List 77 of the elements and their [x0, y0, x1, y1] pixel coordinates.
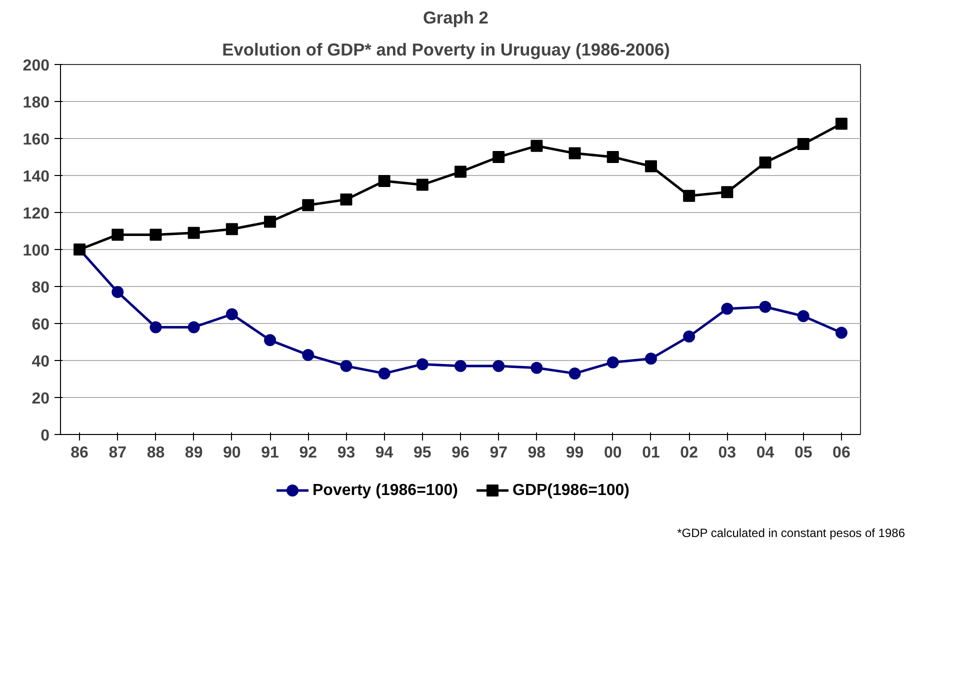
- point: [835, 118, 848, 130]
- x-tick-label: 05: [794, 444, 812, 462]
- x-tick-label: 02: [680, 444, 698, 462]
- y-tick-label: 140: [22, 168, 50, 186]
- point: [721, 186, 734, 198]
- point: [530, 140, 543, 152]
- x-tick-label: 91: [261, 444, 280, 462]
- point: [644, 160, 657, 172]
- point: [644, 352, 657, 365]
- point: [759, 300, 772, 313]
- y-tick-label: 120: [22, 206, 50, 222]
- x-tick-label: 93: [337, 444, 356, 462]
- legend-label: GDP(1986=100): [512, 482, 630, 499]
- x-tick-label: 98: [528, 444, 546, 462]
- point: [150, 228, 162, 241]
- point: [378, 175, 390, 188]
- point: [683, 330, 696, 342]
- text: *GDP calculated in constant pesos of 1986: [677, 525, 905, 542]
- y-tick-label: 100: [22, 242, 50, 260]
- x-tick-label: 03: [718, 444, 736, 462]
- y-tick-label: 80: [32, 280, 50, 296]
- point: [264, 216, 276, 228]
- x-tick-label: 86: [70, 444, 89, 462]
- point: [721, 302, 734, 315]
- x-tick-label: 92: [299, 444, 318, 462]
- x-tick-label: 99: [566, 444, 584, 462]
- point: [606, 356, 619, 368]
- y-tick-label: 180: [22, 94, 50, 112]
- x-tick-label: 88: [146, 444, 165, 462]
- point: [835, 326, 848, 339]
- x-tick-label: 89: [184, 444, 203, 462]
- point: [302, 348, 314, 361]
- point: [112, 228, 124, 241]
- point: [530, 362, 543, 374]
- point: [492, 360, 505, 372]
- point: [150, 321, 162, 334]
- y-tick-label: 160: [22, 132, 50, 148]
- chart-title: Graph 2: [422, 8, 488, 28]
- point: [226, 308, 238, 320]
- x-tick-label: 97: [490, 444, 508, 462]
- point: [340, 194, 352, 206]
- point: [416, 358, 428, 370]
- y-tick-label: 60: [32, 316, 50, 334]
- point: [759, 156, 772, 169]
- legend-label: Poverty (1986=100): [312, 482, 458, 499]
- x-tick-label: 87: [108, 444, 127, 462]
- point: [568, 367, 581, 380]
- point: [797, 138, 810, 150]
- x-tick-label: 90: [223, 444, 241, 462]
- y-tick-label: 20: [32, 390, 50, 408]
- point: [226, 223, 238, 236]
- y-tick-label: 200: [22, 58, 50, 74]
- point: [568, 147, 581, 160]
- point: [683, 190, 696, 202]
- x-tick-label: 06: [832, 444, 850, 462]
- y-tick-label: 40: [32, 354, 50, 370]
- point: [606, 151, 619, 163]
- point: [416, 178, 428, 191]
- y-tick-label: 0: [40, 428, 50, 444]
- point: [454, 360, 466, 372]
- point: [302, 199, 314, 212]
- point: [188, 321, 200, 334]
- point: [112, 286, 124, 298]
- x-tick-label: 01: [642, 444, 660, 462]
- x-tick-label: 94: [375, 444, 394, 462]
- point: [492, 151, 505, 163]
- point: [188, 226, 200, 239]
- point: [454, 166, 466, 178]
- point: [797, 310, 810, 322]
- x-tick-label: 95: [414, 444, 432, 462]
- x-tick-label: 96: [452, 444, 470, 462]
- x-tick-label: 04: [756, 444, 774, 462]
- point: [340, 360, 352, 372]
- point: [264, 334, 276, 346]
- x-tick-label: 00: [604, 444, 622, 462]
- point: [378, 367, 390, 380]
- chart-subtitle: Evolution of GDP* and Poverty in Uruguay (1986-2006): [222, 40, 670, 60]
